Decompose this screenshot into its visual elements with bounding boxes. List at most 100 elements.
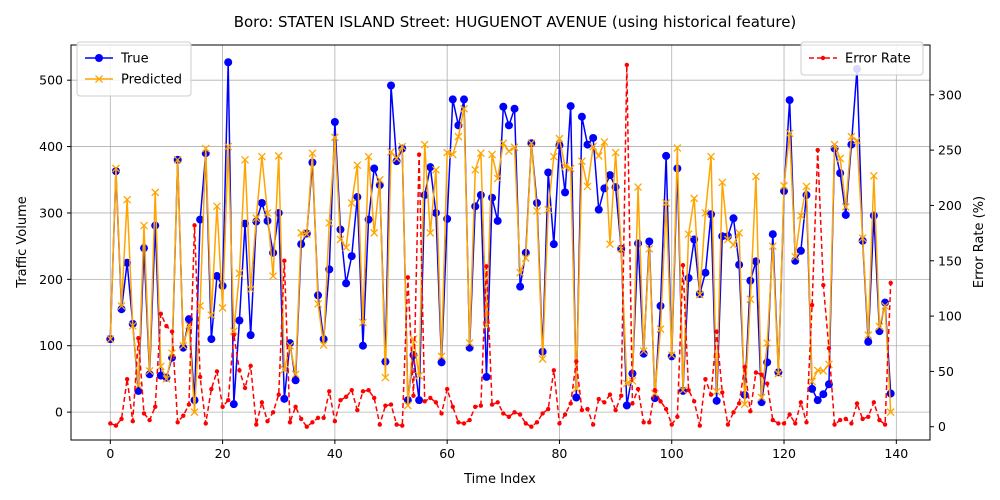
error-rate-point bbox=[287, 420, 293, 425]
true-point bbox=[415, 396, 424, 405]
true-point bbox=[605, 171, 614, 180]
predicted-point bbox=[269, 272, 278, 280]
error-rate-point bbox=[265, 418, 270, 424]
error-rate-point bbox=[467, 417, 472, 423]
true-point bbox=[437, 358, 446, 367]
predicted-point bbox=[415, 371, 424, 380]
true-point bbox=[246, 331, 255, 340]
predicted-point bbox=[448, 150, 457, 159]
predicted-point bbox=[106, 335, 115, 344]
true-point bbox=[785, 96, 794, 105]
error-rate-point bbox=[153, 404, 158, 410]
y2-axis-title: Error Rate (%) bbox=[972, 196, 987, 288]
y-tick-label: 200 bbox=[39, 272, 63, 287]
error-rate-point bbox=[501, 411, 506, 416]
predicted-point bbox=[662, 199, 671, 207]
error-rate-point bbox=[832, 422, 837, 427]
x-tick-label: 140 bbox=[884, 446, 908, 461]
error-rate-point bbox=[770, 417, 775, 423]
predicted-point bbox=[600, 137, 609, 146]
error-rate-point bbox=[226, 397, 231, 403]
error-rate-point bbox=[804, 420, 809, 425]
predicted-point bbox=[780, 181, 788, 190]
predicted-point bbox=[488, 150, 497, 159]
error-rate-point bbox=[630, 401, 635, 406]
error-rate-point bbox=[416, 152, 422, 157]
error-rate-point bbox=[209, 386, 214, 392]
error-rate-point bbox=[203, 421, 208, 426]
predicted-point bbox=[140, 221, 148, 230]
predicted-point bbox=[403, 401, 412, 410]
predicted-point bbox=[128, 321, 137, 330]
legend-marker-predicted bbox=[95, 75, 103, 83]
true-point bbox=[516, 282, 525, 291]
error-rate-point bbox=[343, 394, 349, 400]
predicted-point bbox=[224, 142, 233, 151]
predicted-point bbox=[168, 349, 177, 357]
true-point bbox=[808, 384, 817, 393]
predicted-point bbox=[218, 303, 227, 312]
error-rate-point bbox=[658, 399, 663, 404]
error-rate-point bbox=[809, 302, 815, 308]
true-point bbox=[448, 95, 457, 104]
error-rate-point bbox=[248, 363, 253, 369]
error-rate-point bbox=[562, 412, 568, 417]
predicted-point bbox=[802, 182, 811, 191]
predicted-point bbox=[819, 366, 828, 375]
legend-box bbox=[76, 41, 192, 97]
error-rate-point bbox=[388, 402, 394, 407]
predicted-point bbox=[549, 152, 558, 161]
x-tick-label: 80 bbox=[551, 446, 567, 461]
predicted-point bbox=[241, 155, 250, 164]
predicted-point bbox=[392, 154, 401, 163]
error-rate-point bbox=[647, 420, 652, 425]
predicted-point bbox=[229, 327, 238, 336]
true-point bbox=[443, 214, 452, 223]
y-tick-label: 100 bbox=[39, 338, 63, 353]
predicted-point bbox=[853, 136, 861, 145]
error-rate-point bbox=[141, 411, 147, 416]
predicted-point bbox=[718, 178, 727, 187]
true-point bbox=[566, 102, 575, 111]
predicted-point bbox=[695, 290, 704, 299]
error-rate-point bbox=[444, 386, 450, 392]
error-rate-point bbox=[304, 424, 310, 429]
true-point bbox=[370, 164, 379, 173]
error-rate-point bbox=[686, 388, 691, 393]
predicted-point bbox=[493, 174, 502, 183]
predicted-point bbox=[707, 152, 715, 161]
x-tick-label: 100 bbox=[660, 446, 684, 461]
true-point bbox=[768, 230, 777, 239]
error-rate-point bbox=[821, 282, 826, 288]
predicted-point bbox=[516, 268, 525, 277]
predicted-point bbox=[673, 143, 682, 152]
predicted-point bbox=[869, 171, 878, 180]
error-rate-point bbox=[764, 381, 770, 386]
true-point bbox=[622, 401, 631, 410]
error-rate-point bbox=[197, 374, 203, 380]
y-tick-label: 300 bbox=[39, 205, 63, 220]
true-point bbox=[229, 400, 238, 409]
error-rate-point bbox=[495, 400, 500, 405]
true-point bbox=[207, 335, 216, 344]
predicted-point bbox=[729, 240, 738, 249]
error-rate-point bbox=[181, 413, 186, 418]
error-rate-point bbox=[124, 376, 130, 382]
error-rate-point bbox=[164, 323, 169, 329]
error-rate-point bbox=[461, 421, 467, 426]
error-rate-point bbox=[529, 424, 534, 429]
true-point bbox=[358, 341, 367, 350]
predicted-point bbox=[824, 360, 833, 369]
predicted-point bbox=[684, 230, 693, 239]
error-rate-point bbox=[714, 329, 719, 334]
error-rate-point bbox=[254, 422, 259, 427]
predicted-point bbox=[763, 339, 772, 348]
true-point bbox=[869, 211, 878, 220]
predicted-point bbox=[134, 381, 143, 390]
true-point bbox=[796, 246, 805, 255]
true-point bbox=[819, 390, 828, 399]
true-point bbox=[471, 202, 480, 211]
y2-tick-label: 150 bbox=[938, 253, 962, 268]
predicted-point bbox=[123, 195, 132, 204]
error-rate-point bbox=[574, 359, 579, 364]
